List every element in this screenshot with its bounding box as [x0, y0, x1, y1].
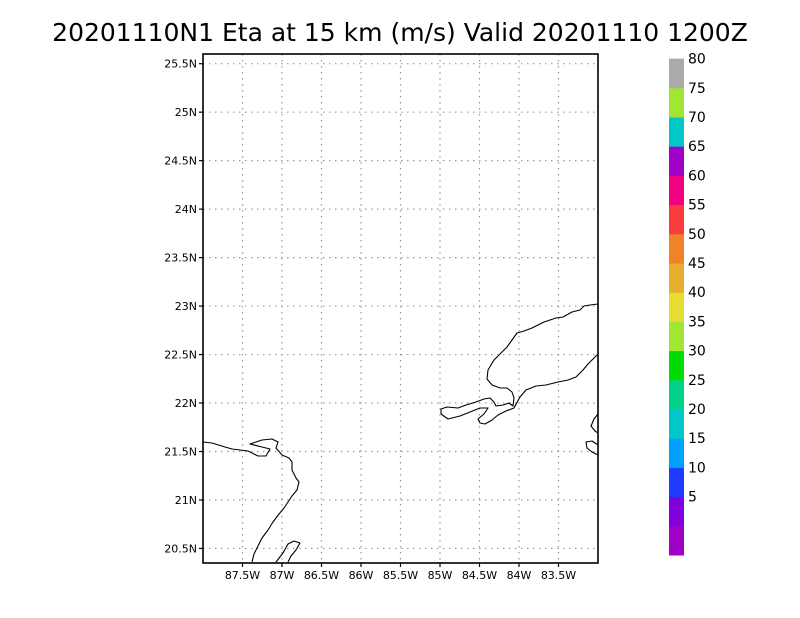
colorbar-swatch [669, 146, 684, 176]
colorbar: 5 10 15 20 25 30 35 40 45 50 55 60 65 70 75 80 [669, 52, 706, 556]
colorbar-label: 45 [688, 256, 706, 272]
colorbar-label: 30 [688, 344, 706, 360]
colorbar-label: 55 [688, 198, 706, 214]
lon-tick-label: 83.5W [541, 569, 576, 582]
coastlines [202, 303, 599, 563]
colorbar-label: 80 [688, 52, 706, 68]
colorbar-label: 15 [688, 431, 706, 447]
colorbar-swatch [669, 87, 684, 118]
lon-tick-label: 85.5W [383, 569, 418, 582]
lat-tick-label: 21.5N [164, 446, 197, 459]
longitude-axis: 87.5W 87W 86.5W 86W 85.5W 85W 84.5W 84W 83.5W [225, 563, 576, 582]
lat-tick-label: 20.5N [164, 542, 197, 555]
lat-tick-label: 23N [175, 300, 197, 313]
colorbar-label: 50 [688, 227, 706, 243]
colorbar-swatch [669, 233, 684, 264]
lat-tick-label: 22.5N [164, 349, 197, 362]
lon-tick-label: 87.5W [225, 569, 260, 582]
lon-tick-label: 84.5W [462, 569, 497, 582]
colorbar-swatch [669, 117, 684, 147]
colorbar-swatch [669, 350, 684, 381]
graticule [203, 54, 598, 563]
colorbar-label: 65 [688, 139, 706, 155]
lon-tick-label: 86W [349, 569, 374, 582]
coastline-cuba-southeast [585, 440, 599, 456]
colorbar-label: 25 [688, 373, 706, 389]
coastline-cozumel [275, 540, 301, 563]
colorbar-label: 5 [688, 490, 697, 506]
colorbar-swatch [669, 467, 684, 498]
map-panel: 25.5N 25N 24.5N 24N 23.5N 23N 22.5N 22N 21.5N 21N… [164, 53, 599, 582]
colorbar-swatch [669, 58, 684, 89]
colorbar-label: 60 [688, 168, 706, 184]
lat-tick-label: 21N [175, 494, 197, 507]
lon-tick-label: 87W [270, 569, 295, 582]
coastline-yucatan [202, 438, 300, 563]
colorbar-swatch [669, 409, 684, 439]
colorbar-label: 20 [688, 402, 706, 418]
latitude-axis: 25.5N 25N 24.5N 24N 23.5N 23N 22.5N 22N 21.5N 21N… [164, 58, 203, 555]
colorbar-swatch [669, 525, 684, 556]
lat-tick-label: 25.5N [164, 58, 197, 71]
colorbar-swatch [669, 438, 684, 468]
colorbar-swatch [669, 292, 684, 322]
lon-tick-label: 85W [428, 569, 453, 582]
colorbar-label: 70 [688, 110, 706, 126]
coastline-isla-juventud [590, 413, 599, 434]
lat-tick-label: 24.5N [164, 155, 197, 168]
colorbar-label: 10 [688, 460, 706, 476]
colorbar-label: 75 [688, 81, 706, 97]
lon-tick-label: 86.5W [304, 569, 339, 582]
lat-tick-label: 25N [175, 106, 197, 119]
lat-tick-label: 24N [175, 203, 197, 216]
colorbar-label: 40 [688, 285, 706, 301]
colorbar-swatch [669, 496, 684, 527]
colorbar-swatch [669, 204, 684, 235]
lat-tick-label: 23.5N [164, 252, 197, 265]
coastline-cuba-south [440, 353, 599, 425]
coastline-western-cuba [440, 303, 599, 414]
lat-tick-label: 22N [175, 397, 197, 410]
colorbar-swatch [669, 379, 684, 410]
colorbar-label: 35 [688, 314, 706, 330]
colorbar-swatch [669, 175, 684, 206]
colorbar-swatch [669, 321, 684, 352]
map-title: 20201110N1 Eta at 15 km (m/s) Valid 2020… [52, 18, 748, 47]
lon-tick-label: 84W [507, 569, 532, 582]
colorbar-swatch [669, 263, 684, 293]
